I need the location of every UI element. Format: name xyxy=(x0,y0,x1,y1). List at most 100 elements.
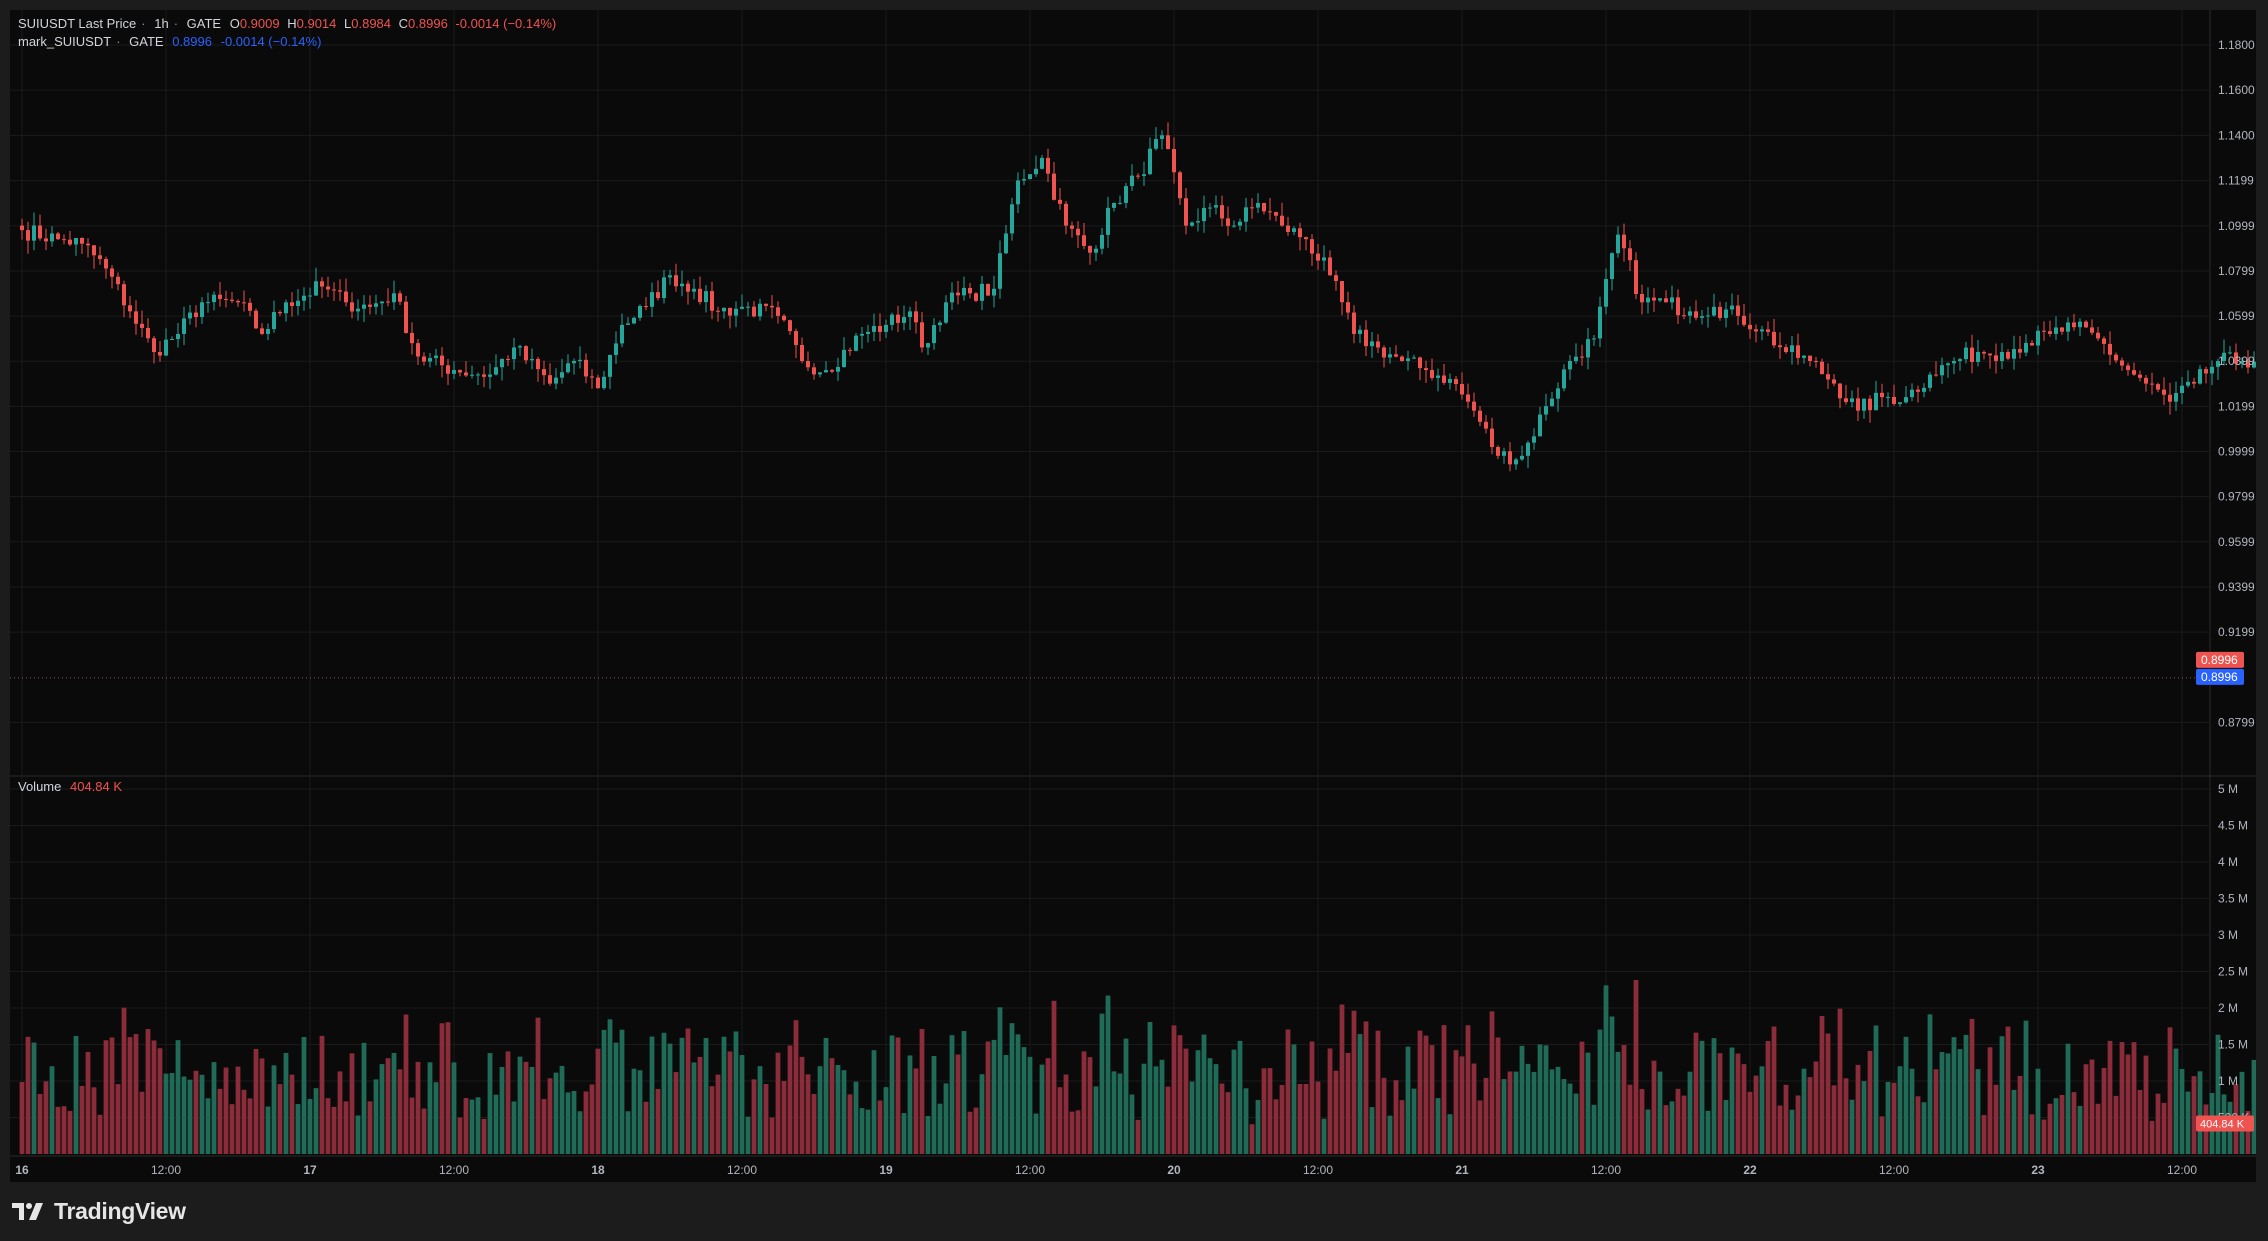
candle-body[interactable] xyxy=(80,237,84,244)
candle-body[interactable] xyxy=(1610,253,1614,280)
candle-body[interactable] xyxy=(452,370,456,374)
volume-bar[interactable] xyxy=(541,1099,547,1154)
candle-body[interactable] xyxy=(1898,402,1902,404)
volume-bar[interactable] xyxy=(2065,1043,2071,1154)
volume-bar[interactable] xyxy=(1633,979,1639,1154)
volume-bar[interactable] xyxy=(169,1073,175,1154)
candle-body[interactable] xyxy=(1742,315,1746,325)
volume-axis[interactable]: 5 M4.5 M4 M3.5 M3 M2.5 M2 M1.5 M1 M500 K… xyxy=(2196,782,2254,1132)
volume-bar[interactable] xyxy=(1915,1096,1921,1154)
volume-bar[interactable] xyxy=(1519,1045,1525,1154)
volume-bar[interactable] xyxy=(829,1058,835,1154)
candle-body[interactable] xyxy=(1580,356,1584,358)
volume-bar[interactable] xyxy=(1117,1073,1123,1154)
volume-bar[interactable] xyxy=(691,1062,697,1154)
volume-bar[interactable] xyxy=(727,1051,733,1154)
volume-bar[interactable] xyxy=(2161,1102,2167,1154)
candle-body[interactable] xyxy=(1160,135,1164,139)
volume-bar[interactable] xyxy=(2173,1048,2179,1154)
candle-body[interactable] xyxy=(92,245,96,256)
volume-bar[interactable] xyxy=(649,1036,655,1154)
candle-body[interactable] xyxy=(296,300,300,306)
volume-bar[interactable] xyxy=(1945,1053,1951,1154)
volume-bar[interactable] xyxy=(217,1088,223,1154)
volume-bar[interactable] xyxy=(349,1053,355,1154)
volume-bar[interactable] xyxy=(373,1079,379,1154)
volume-bar[interactable] xyxy=(1069,1111,1075,1154)
candle-body[interactable] xyxy=(854,335,858,351)
candle-body[interactable] xyxy=(272,312,276,330)
volume-bar[interactable] xyxy=(655,1088,661,1154)
candle-body[interactable] xyxy=(2138,374,2142,378)
volume-bar[interactable] xyxy=(637,1070,643,1154)
candle-body[interactable] xyxy=(920,322,924,348)
candle-body[interactable] xyxy=(1664,298,1668,303)
candle-body[interactable] xyxy=(1604,279,1608,307)
volume-bar[interactable] xyxy=(397,1069,403,1154)
volume-bar[interactable] xyxy=(1729,1047,1735,1154)
candle-body[interactable] xyxy=(542,369,546,376)
candle-body[interactable] xyxy=(530,358,534,361)
volume-bar[interactable] xyxy=(811,1094,817,1154)
volume-bar[interactable] xyxy=(415,1061,421,1154)
volume-bar[interactable] xyxy=(55,1106,61,1154)
volume-bar[interactable] xyxy=(1723,1100,1729,1154)
volume-bar[interactable] xyxy=(361,1042,367,1154)
candle-body[interactable] xyxy=(1982,351,1986,354)
candle-body[interactable] xyxy=(1808,355,1812,362)
volume-bar[interactable] xyxy=(2035,1068,2041,1154)
volume-bar[interactable] xyxy=(2179,1068,2185,1154)
candle-body[interactable] xyxy=(494,367,498,375)
volume-bar[interactable] xyxy=(1675,1088,1681,1154)
candle-body[interactable] xyxy=(662,277,666,299)
candle-body[interactable] xyxy=(2246,361,2250,368)
candle-body[interactable] xyxy=(458,370,462,373)
candle-body[interactable] xyxy=(2102,338,2106,344)
volume-bar[interactable] xyxy=(1099,1013,1105,1154)
volume-bar[interactable] xyxy=(1189,1081,1195,1154)
candle-body[interactable] xyxy=(1292,228,1296,232)
volume-bar[interactable] xyxy=(1573,1093,1579,1154)
candle-body[interactable] xyxy=(1034,168,1038,175)
candle-body[interactable] xyxy=(1184,198,1188,226)
volume-bar[interactable] xyxy=(517,1056,523,1154)
candle-body[interactable] xyxy=(2096,332,2100,339)
candle-body[interactable] xyxy=(788,320,792,332)
candle-body[interactable] xyxy=(1940,365,1944,376)
volume-bar[interactable] xyxy=(1303,1083,1309,1154)
volume-bar[interactable] xyxy=(859,1108,865,1154)
volume-bar[interactable] xyxy=(283,1052,289,1154)
candle-body[interactable] xyxy=(1016,180,1020,205)
candle-body[interactable] xyxy=(932,325,936,344)
volume-bar[interactable] xyxy=(739,1055,745,1154)
candle-body[interactable] xyxy=(86,243,90,246)
volume-bar[interactable] xyxy=(1531,1071,1537,1154)
candle-body[interactable] xyxy=(848,349,852,351)
candle-body[interactable] xyxy=(1298,228,1302,238)
volume-bar[interactable] xyxy=(2017,1075,2023,1154)
candle-body[interactable] xyxy=(1328,257,1332,276)
candle-body[interactable] xyxy=(2198,369,2202,384)
candle-body[interactable] xyxy=(488,374,492,377)
volume-bar[interactable] xyxy=(241,1089,247,1154)
volume-bar[interactable] xyxy=(1657,1071,1663,1154)
candle-body[interactable] xyxy=(1274,212,1278,216)
candle-body[interactable] xyxy=(26,230,30,241)
candle-body[interactable] xyxy=(728,307,732,316)
volume-bar[interactable] xyxy=(1159,1059,1165,1154)
candle-body[interactable] xyxy=(302,295,306,301)
volume-bar[interactable] xyxy=(1825,1033,1831,1154)
volume-bar[interactable] xyxy=(613,1042,619,1154)
candle-body[interactable] xyxy=(518,346,522,348)
volume-bar[interactable] xyxy=(757,1066,763,1154)
candle-body[interactable] xyxy=(1088,245,1092,253)
candle-body[interactable] xyxy=(1286,225,1290,232)
candle-body[interactable] xyxy=(254,310,258,329)
volume-bar[interactable] xyxy=(1123,1038,1129,1154)
volume-bar[interactable] xyxy=(289,1074,295,1154)
candle-body[interactable] xyxy=(1106,207,1110,235)
candle-body[interactable] xyxy=(476,374,480,376)
volume-bar[interactable] xyxy=(901,1113,907,1154)
candle-body[interactable] xyxy=(1706,315,1710,317)
candle-body[interactable] xyxy=(1112,203,1116,208)
